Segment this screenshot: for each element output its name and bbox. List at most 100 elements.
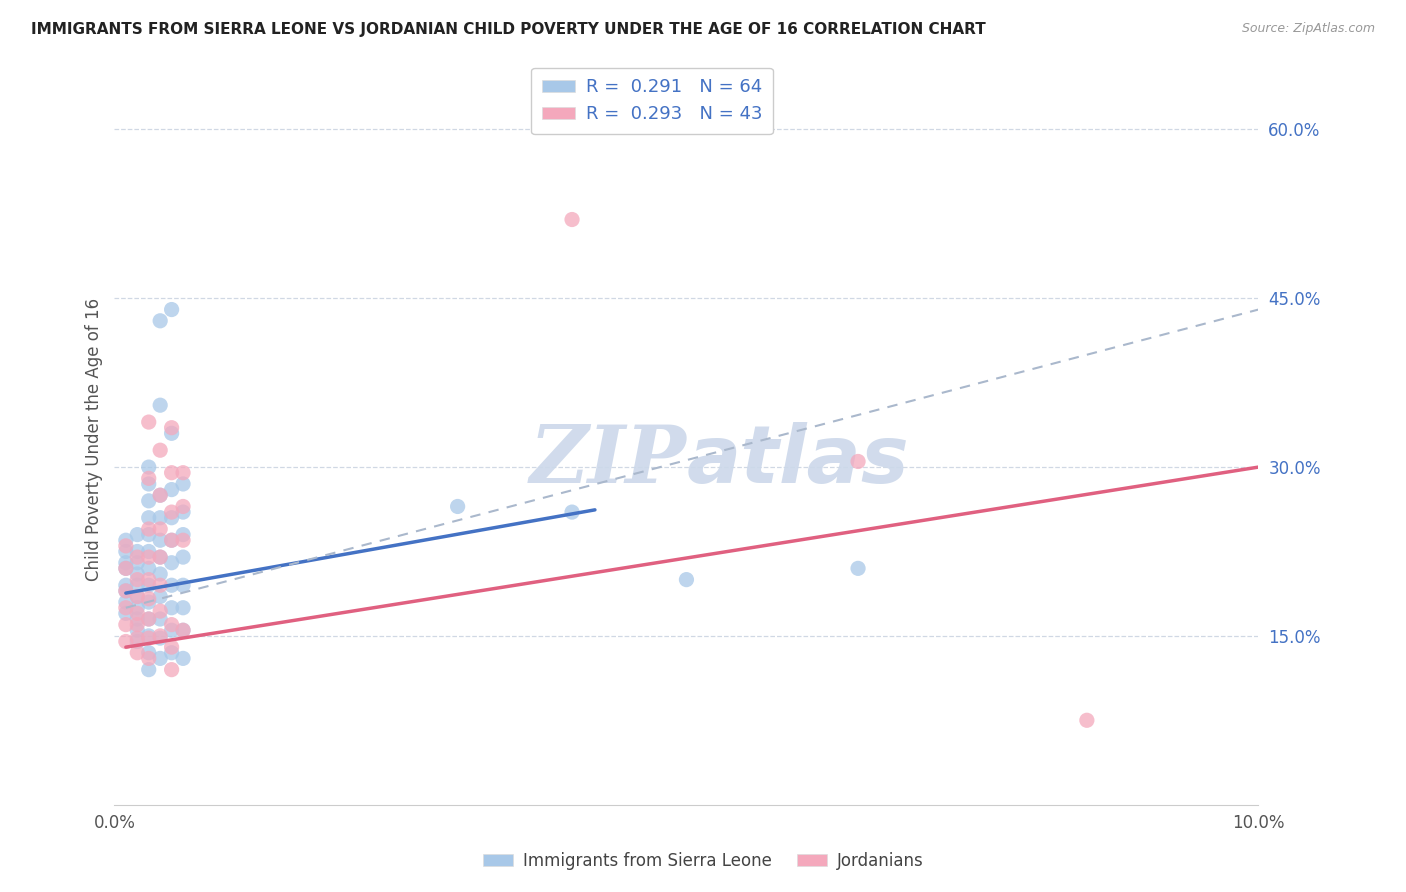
Point bbox=[149, 488, 172, 502]
Point bbox=[172, 651, 194, 665]
Point bbox=[115, 578, 138, 592]
Point bbox=[127, 544, 149, 558]
Point bbox=[138, 493, 160, 508]
Point bbox=[149, 443, 172, 458]
Point bbox=[115, 617, 138, 632]
Point bbox=[138, 612, 160, 626]
Point bbox=[561, 505, 583, 519]
Point bbox=[149, 398, 172, 412]
Point bbox=[127, 600, 149, 615]
Point bbox=[172, 624, 194, 638]
Legend: Immigrants from Sierra Leone, Jordanians: Immigrants from Sierra Leone, Jordanians bbox=[477, 846, 929, 877]
Point bbox=[149, 629, 172, 643]
Point bbox=[446, 500, 468, 514]
Point bbox=[172, 624, 194, 638]
Point bbox=[115, 583, 138, 598]
Point bbox=[115, 561, 138, 575]
Point bbox=[675, 573, 697, 587]
Point bbox=[127, 578, 149, 592]
Point bbox=[160, 556, 183, 570]
Point bbox=[127, 566, 149, 581]
Point bbox=[160, 640, 183, 654]
Point bbox=[127, 617, 149, 632]
Point bbox=[160, 466, 183, 480]
Point bbox=[160, 302, 183, 317]
Point bbox=[160, 663, 183, 677]
Point bbox=[846, 561, 869, 575]
Point bbox=[172, 533, 194, 548]
Point bbox=[172, 500, 194, 514]
Point bbox=[127, 556, 149, 570]
Point bbox=[115, 600, 138, 615]
Point bbox=[115, 539, 138, 553]
Point bbox=[127, 550, 149, 565]
Point bbox=[160, 533, 183, 548]
Point bbox=[149, 578, 172, 592]
Point bbox=[160, 420, 183, 434]
Point bbox=[149, 612, 172, 626]
Point bbox=[172, 550, 194, 565]
Point bbox=[172, 477, 194, 491]
Point bbox=[172, 600, 194, 615]
Point bbox=[149, 550, 172, 565]
Point bbox=[127, 590, 149, 604]
Point bbox=[149, 510, 172, 524]
Point bbox=[160, 578, 183, 592]
Point bbox=[138, 561, 160, 575]
Point bbox=[138, 651, 160, 665]
Point bbox=[561, 212, 583, 227]
Point bbox=[160, 505, 183, 519]
Point bbox=[160, 426, 183, 441]
Point bbox=[127, 646, 149, 660]
Point bbox=[160, 624, 183, 638]
Point bbox=[138, 578, 160, 592]
Point bbox=[115, 583, 138, 598]
Point bbox=[115, 561, 138, 575]
Point bbox=[127, 634, 149, 648]
Point bbox=[138, 415, 160, 429]
Point bbox=[138, 510, 160, 524]
Point bbox=[138, 527, 160, 541]
Point bbox=[138, 629, 160, 643]
Point bbox=[149, 550, 172, 565]
Point bbox=[127, 607, 149, 621]
Point bbox=[149, 566, 172, 581]
Point bbox=[115, 634, 138, 648]
Point bbox=[160, 617, 183, 632]
Text: atlas: atlas bbox=[686, 422, 910, 500]
Point bbox=[138, 663, 160, 677]
Text: ZIP: ZIP bbox=[530, 422, 686, 500]
Point bbox=[138, 550, 160, 565]
Point bbox=[138, 591, 160, 606]
Point bbox=[1076, 713, 1098, 727]
Point bbox=[160, 600, 183, 615]
Point bbox=[127, 527, 149, 541]
Point bbox=[138, 544, 160, 558]
Point bbox=[138, 612, 160, 626]
Point bbox=[115, 595, 138, 609]
Point bbox=[149, 590, 172, 604]
Point bbox=[138, 471, 160, 485]
Point bbox=[127, 612, 149, 626]
Point bbox=[127, 631, 149, 645]
Point bbox=[172, 505, 194, 519]
Point bbox=[149, 488, 172, 502]
Point bbox=[160, 483, 183, 497]
Point bbox=[172, 466, 194, 480]
Point bbox=[115, 533, 138, 548]
Point bbox=[149, 533, 172, 548]
Point bbox=[138, 522, 160, 536]
Point bbox=[138, 573, 160, 587]
Point bbox=[846, 454, 869, 468]
Point bbox=[149, 651, 172, 665]
Point bbox=[115, 556, 138, 570]
Point bbox=[127, 624, 149, 638]
Point bbox=[115, 544, 138, 558]
Point bbox=[149, 631, 172, 645]
Point bbox=[138, 477, 160, 491]
Text: Source: ZipAtlas.com: Source: ZipAtlas.com bbox=[1241, 22, 1375, 36]
Point bbox=[138, 595, 160, 609]
Point bbox=[138, 646, 160, 660]
Point bbox=[127, 573, 149, 587]
Point bbox=[138, 631, 160, 645]
